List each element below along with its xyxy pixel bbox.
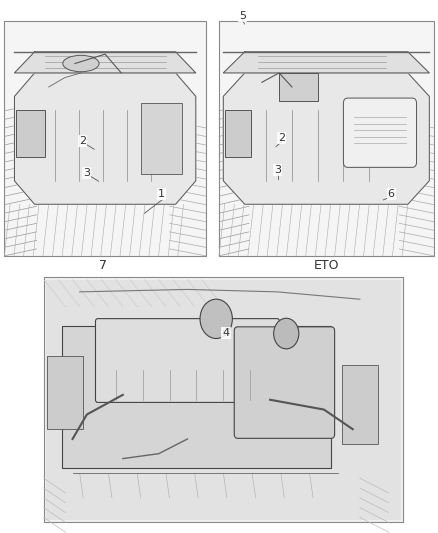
FancyBboxPatch shape — [343, 98, 417, 167]
Circle shape — [274, 318, 299, 349]
Ellipse shape — [63, 55, 99, 72]
Text: 5: 5 — [239, 11, 246, 21]
Bar — [44, 277, 403, 522]
Bar — [4, 21, 206, 256]
Bar — [141, 103, 182, 174]
FancyBboxPatch shape — [95, 319, 279, 402]
Text: 6: 6 — [388, 189, 395, 199]
Polygon shape — [14, 73, 196, 204]
Bar — [46, 280, 401, 520]
Bar — [342, 366, 378, 444]
Text: 7: 7 — [99, 259, 107, 272]
Polygon shape — [14, 52, 196, 73]
Text: 2: 2 — [278, 133, 285, 143]
Polygon shape — [223, 73, 429, 204]
Text: 3: 3 — [274, 165, 281, 175]
Text: ETO: ETO — [314, 259, 339, 272]
Bar — [62, 326, 331, 469]
Bar — [17, 110, 45, 157]
Bar — [47, 356, 83, 429]
Polygon shape — [223, 52, 429, 73]
Text: 2: 2 — [79, 136, 86, 146]
Text: 1: 1 — [158, 189, 165, 199]
Text: 3: 3 — [83, 168, 90, 178]
Bar — [219, 21, 434, 256]
FancyBboxPatch shape — [234, 327, 335, 438]
Bar — [226, 110, 251, 157]
Circle shape — [200, 299, 232, 338]
Text: 4: 4 — [223, 328, 230, 338]
Bar — [279, 73, 318, 101]
